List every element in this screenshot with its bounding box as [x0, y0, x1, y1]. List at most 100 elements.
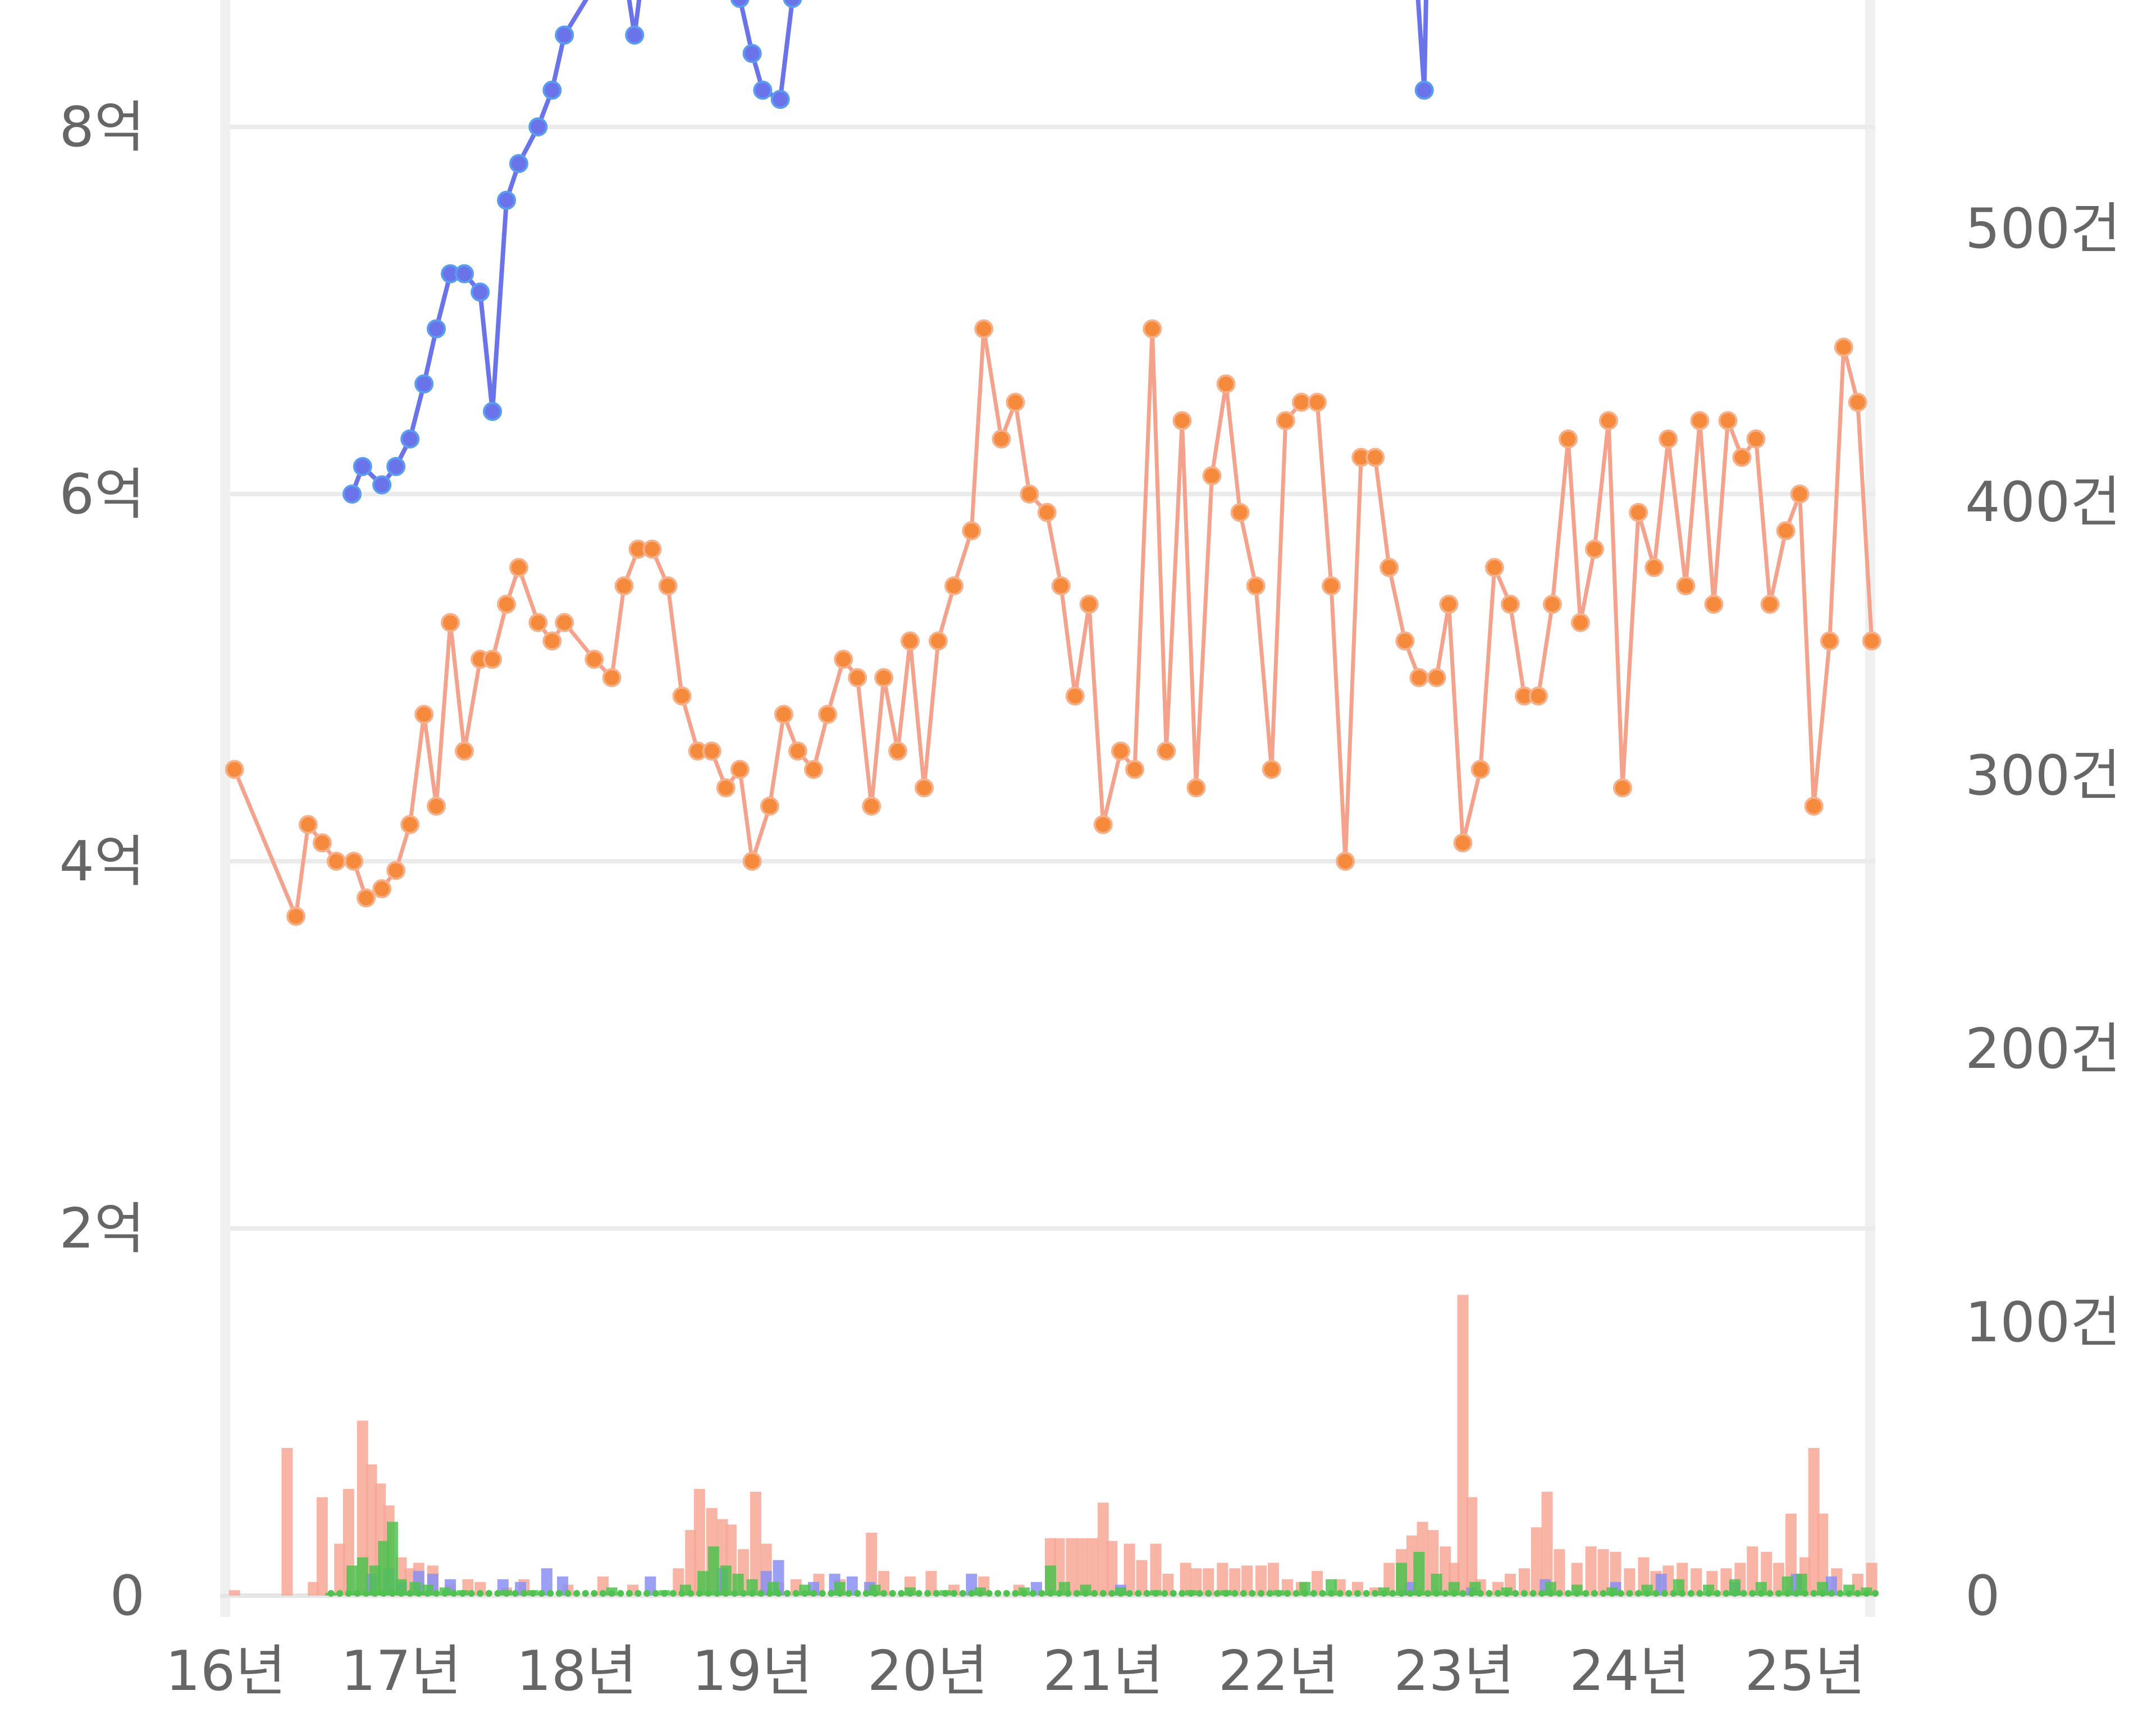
series-marker	[1037, 502, 1057, 522]
baseline-dot	[1652, 1590, 1660, 1597]
series-marker	[642, 540, 662, 559]
baseline-dot	[1380, 1590, 1387, 1597]
volume-bar	[750, 1491, 761, 1596]
series-marker	[1820, 631, 1839, 651]
baseline-dot	[1872, 1590, 1879, 1597]
baseline-dot	[529, 1590, 536, 1597]
volume-bar	[866, 1532, 878, 1596]
series-marker	[509, 558, 528, 577]
series-marker	[672, 686, 692, 706]
baseline-dot	[582, 1590, 589, 1597]
baseline-dot	[643, 1590, 651, 1597]
volume-bar	[1136, 1560, 1148, 1596]
series-marker	[372, 879, 392, 899]
baseline-dot	[942, 1590, 949, 1597]
baseline-dot	[1687, 1590, 1694, 1597]
baseline-dot	[1828, 1590, 1835, 1597]
x-tick-label: 16년	[166, 1639, 286, 1703]
baseline-dot	[459, 1590, 466, 1597]
series-marker	[1584, 540, 1604, 559]
series-marker	[1409, 668, 1429, 687]
baseline-dot	[994, 1590, 1002, 1597]
baseline-dot	[1819, 1590, 1826, 1597]
series-marker	[658, 576, 678, 596]
y-right-tick-label: 300건	[1965, 744, 2121, 808]
series-marker	[483, 650, 503, 669]
volume-bar	[1217, 1562, 1228, 1596]
baseline-dot	[871, 1590, 879, 1597]
baseline-dot	[424, 1590, 431, 1597]
series-marker	[483, 401, 503, 421]
baseline-dot	[722, 1590, 729, 1597]
baseline-dot	[1240, 1590, 1247, 1597]
series-marker	[1365, 447, 1385, 467]
baseline-dot	[880, 1590, 888, 1597]
series-marker	[1862, 631, 1881, 651]
baseline-dot	[836, 1590, 843, 1597]
baseline-dot	[1283, 1590, 1291, 1597]
series-marker	[342, 485, 362, 504]
baseline-dot	[1372, 1590, 1379, 1597]
volume-bar	[366, 1464, 377, 1596]
volume-bar	[966, 1574, 977, 1596]
series-marker	[427, 796, 446, 816]
baseline-dot	[828, 1590, 835, 1597]
series-marker	[471, 282, 490, 302]
baseline-dot	[1582, 1590, 1589, 1597]
baseline-dot	[1179, 1590, 1186, 1597]
volume-bar	[1413, 1552, 1425, 1596]
baseline-dot	[1135, 1590, 1142, 1597]
volume-bar	[1396, 1562, 1408, 1596]
baseline-dot	[1749, 1590, 1756, 1597]
baseline-dot	[1319, 1590, 1326, 1597]
series-marker	[414, 705, 434, 724]
series-marker	[1848, 392, 1867, 412]
series-marker	[770, 89, 790, 109]
volume-bar	[1691, 1568, 1702, 1596]
baseline-dot	[1336, 1590, 1344, 1597]
y-left-tick-label: 2억	[59, 1197, 145, 1261]
baseline-dot	[1600, 1590, 1607, 1597]
series-marker	[1484, 558, 1504, 577]
volume-bar	[1106, 1541, 1118, 1596]
series-line	[350, 0, 1428, 495]
volume-bar	[1624, 1568, 1636, 1596]
x-tick-label: 19년	[692, 1639, 812, 1703]
x-tick-label: 22년	[1218, 1639, 1339, 1703]
volume-bar	[1150, 1543, 1162, 1596]
series-marker	[509, 154, 528, 173]
baseline-dot	[1757, 1590, 1765, 1597]
y-axis-right-ticks: 0 100건 200건 300건 400건 500건	[1965, 197, 2121, 1628]
baseline-dot	[1249, 1590, 1256, 1597]
series-marker	[1093, 815, 1113, 834]
baseline-dot	[1556, 1590, 1563, 1597]
volume-bar	[308, 1582, 319, 1596]
baseline-dot	[1117, 1590, 1125, 1597]
baseline-dot	[1424, 1590, 1431, 1597]
volume-bar	[1190, 1568, 1202, 1596]
baseline-dot	[1626, 1590, 1633, 1597]
baseline-dot	[564, 1590, 572, 1597]
series-marker	[1645, 558, 1664, 577]
baseline-dot	[801, 1590, 808, 1597]
series-marker	[326, 852, 346, 871]
volume-bar	[334, 1543, 346, 1596]
baseline-dot	[1635, 1590, 1642, 1597]
baseline-dot	[1793, 1590, 1800, 1597]
baseline-dot	[608, 1590, 615, 1597]
volume-bar	[1720, 1568, 1732, 1596]
baseline-dot	[1082, 1590, 1089, 1597]
baseline-dot	[1275, 1590, 1282, 1597]
baseline-dot	[819, 1590, 826, 1597]
series-marker	[555, 25, 574, 45]
volume-bar	[1440, 1546, 1451, 1596]
volume-bar	[1585, 1546, 1597, 1596]
volume-bar	[346, 1565, 358, 1596]
series-marker	[1542, 595, 1562, 614]
series-marker	[834, 650, 853, 669]
baseline-dot	[1231, 1590, 1239, 1597]
baseline-dot	[1801, 1590, 1808, 1597]
volume-bar	[1123, 1543, 1135, 1596]
baseline-dot	[591, 1590, 598, 1597]
volume-bar	[1045, 1565, 1056, 1596]
